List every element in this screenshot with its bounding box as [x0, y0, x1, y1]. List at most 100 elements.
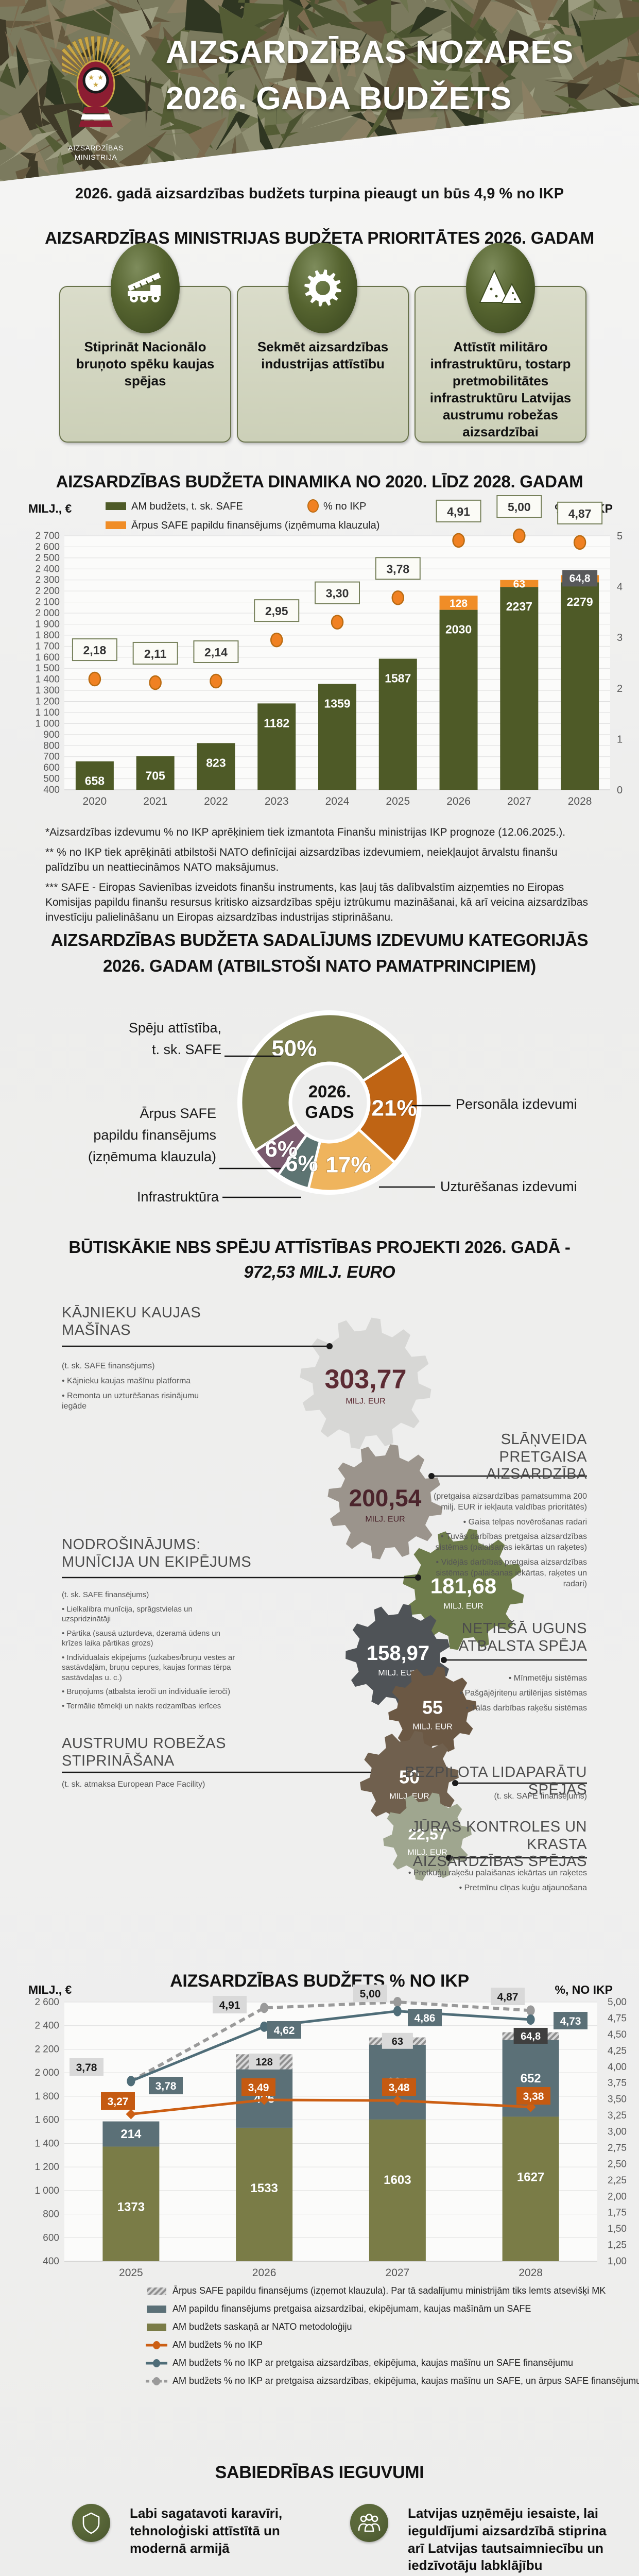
bar-value-label: 1627	[517, 2170, 544, 2184]
camo-shape	[21, 0, 46, 14]
camo-shape	[606, 180, 639, 181]
y-axis-tick-left: 2 600	[34, 1997, 59, 2008]
camo-shape	[619, 0, 639, 60]
y-axis-tick-left: 1 000	[34, 2185, 59, 2196]
benefit-text: Labi sagatavoti karavīri, tehnoloģiski a…	[130, 2505, 283, 2556]
budget-split-donut-chart: 21% 17% 6% 6% 50% 2026. GADS Personāla izdevumi…	[0, 989, 639, 1236]
camo-shape	[218, 117, 265, 181]
page-title-line1: AIZSARDZĪBAS NOZARES	[166, 35, 574, 70]
y-axis-tick-left: 2 000	[34, 2067, 59, 2078]
camo-shape	[331, 170, 359, 179]
camo-shape	[465, 0, 532, 40]
ministry-emblem-icon: ★ ★★	[51, 36, 141, 127]
camo-shape	[490, 163, 560, 181]
y-axis-tick-right: 1,50	[608, 2224, 627, 2234]
priority-card: Attīstīt militāro infrastruktūru, tostar…	[415, 243, 586, 443]
emblem-ribbon-white	[81, 114, 111, 120]
legend-label: AM budžets saskaņā ar NATO metodoloģiju	[172, 2321, 352, 2332]
line-value-label: 5,00	[360, 1988, 381, 2000]
y-axis-tick-right: 4,50	[608, 2029, 627, 2040]
line-value-label: 3,49	[248, 2082, 269, 2094]
project-title: KĀJNIEKU KAUJAS MAŠĪNAS	[62, 1304, 201, 1338]
x-axis-tick: 2026	[446, 795, 471, 807]
donut-pct-label: 6%	[285, 1151, 318, 1176]
nato-budget-bar	[502, 2116, 559, 2261]
pct-marker	[270, 632, 283, 648]
camo-shape	[468, 45, 509, 111]
emblem-inner-circle	[82, 67, 109, 94]
legend-label: Ārpus SAFE papildu finansējums (izņēmuma…	[131, 519, 379, 531]
project-title: BEZPILOTA LIDAPARĀTU SPĒJAS	[405, 1764, 587, 1798]
camo-shape	[467, 126, 530, 151]
pct-marker	[513, 528, 526, 544]
y-axis-tick-left: 600	[43, 2232, 59, 2243]
camo-shape	[564, 160, 620, 181]
legend-swatch-am-budget	[106, 502, 126, 510]
camo-shape	[119, 7, 159, 56]
camo-shape	[532, 20, 594, 87]
budget-bar	[257, 703, 296, 790]
y-axis-tick-left: 2 500	[35, 553, 60, 564]
camo-shape	[451, 11, 506, 81]
project-connector-dot	[452, 1780, 458, 1786]
project-note: • Pretkuģu raķešu palaišanas iekārtas un…	[408, 1869, 587, 1877]
pct-label: 3,30	[326, 587, 349, 600]
projects-gears-svg: 303,77 MILJ. EUR 200,54 MILJ. EUR 181,68 MILJ…	[62, 1317, 587, 1881]
camo-shape	[633, 171, 639, 181]
pct-label-box	[254, 599, 300, 622]
donut-callout-label: Spēju attīstība,	[129, 1020, 221, 1036]
donut-title-line1: AIZSARDZĪBAS BUDŽETA SADALĪJUMS IZDEVUMU…	[50, 930, 589, 950]
camo-shape	[9, 0, 25, 39]
pct-label: 4,91	[447, 505, 470, 518]
y-axis-tick-left: 800	[43, 2209, 59, 2220]
line-value-box	[554, 2012, 588, 2029]
camo-shape	[297, 150, 319, 181]
project-notes: (t. sk. SAFE finansējums)	[417, 1791, 588, 1806]
project-note: (t. sk. SAFE finansējums)	[62, 1362, 155, 1370]
priority-card: Sekmēt aizsardzības industrijas attīstīb…	[237, 243, 409, 443]
nato-budget-bar	[102, 2146, 160, 2261]
pct-marker	[452, 533, 465, 548]
safe-extra-label: 128	[450, 598, 468, 609]
pct-label: 2,14	[204, 646, 228, 659]
donut-pct-label: 50%	[271, 1036, 317, 1061]
x-axis-tick: 2021	[143, 795, 167, 807]
x-axis-tick: 2022	[204, 795, 228, 807]
safe-extra-label: 63	[513, 578, 525, 590]
y-axis-tick-left: 1 300	[35, 685, 60, 696]
camo-shape	[277, 82, 278, 135]
line-value-box	[70, 2058, 103, 2076]
camo-shape	[49, 60, 93, 126]
pct-label-box	[193, 640, 239, 663]
project-amount: 50	[399, 1766, 420, 1787]
priority-icon-badge	[111, 243, 180, 333]
safe-extra-bar	[439, 596, 478, 610]
camo-shape	[492, 54, 529, 61]
value-badge	[249, 2053, 280, 2070]
camo-shape	[309, 0, 329, 25]
y-axis-tick-left: 1 400	[34, 2138, 59, 2149]
camo-shape	[509, 0, 555, 56]
x-axis-tick: 2027	[386, 2267, 410, 2279]
line-value-box	[516, 2087, 550, 2105]
camo-shape	[420, 131, 478, 179]
camo-shape	[580, 124, 621, 152]
line-value-box	[491, 1988, 525, 2005]
y-axis-tick-right: 2,50	[608, 2159, 627, 2170]
camo-shape	[60, 0, 107, 20]
camo-shape	[586, 50, 639, 72]
pct-label: 3,78	[386, 562, 409, 575]
y-axis-tick-left: 1 600	[34, 2115, 59, 2126]
line-value-label: 3,27	[108, 2096, 129, 2108]
y-axis-tick-left: 400	[43, 785, 60, 795]
trend-line	[130, 2000, 531, 2083]
camo-shape	[260, 162, 319, 181]
line-marker	[127, 2076, 135, 2087]
y-axis-tick-right: 3,25	[608, 2110, 627, 2121]
camo-shape	[218, 63, 256, 119]
budget-dynamics-chart: 400 500 600 700 800 900 1 000 1 100 1 200 1 300 1 …	[0, 464, 639, 824]
project-note: (t. sk. atmaksa European Pace Facility)	[62, 1780, 205, 1789]
value-badge	[382, 2032, 413, 2049]
y-axis-tick-right: 4	[617, 582, 623, 593]
